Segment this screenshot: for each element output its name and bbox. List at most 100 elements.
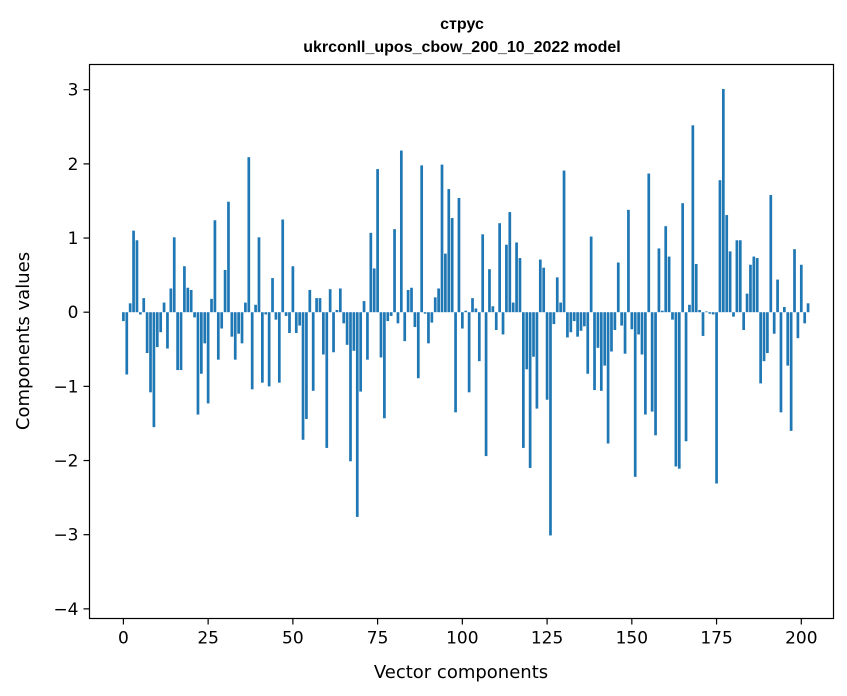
bar-51 [294,312,298,333]
bar-169 [694,264,698,313]
bar-124 [542,267,546,313]
bar-109 [491,306,495,313]
plot-frame [88,63,835,620]
bar-154 [644,312,647,415]
bar-167 [688,304,691,313]
bar-112 [501,312,505,335]
bar-141 [599,312,603,391]
bar-52 [298,312,301,326]
bar-50 [291,266,295,313]
bar-45 [274,312,278,320]
bar-0 [122,312,125,322]
bar-17 [179,312,183,371]
bar-114 [508,212,512,313]
x-tick-label: 150 [616,629,648,649]
bar-78 [386,312,390,322]
bar-8 [149,312,152,393]
bar-113 [505,244,508,313]
bar-34 [237,312,240,334]
bar-103 [471,298,474,313]
bar-134 [576,312,579,337]
bar-79 [389,312,393,316]
bar-194 [779,312,783,413]
bar-43 [267,312,271,387]
bar-170 [698,309,701,313]
bar-156 [650,312,654,412]
bar-33 [233,312,237,360]
x-tick-label: 25 [197,629,219,649]
bar-145 [613,312,617,331]
bar-89 [423,312,427,314]
bar-59 [322,312,325,355]
bar-68 [352,312,356,351]
bar-series [122,88,810,536]
bar-116 [515,242,518,313]
x-tick-label: 175 [700,629,732,649]
bar-57 [315,298,318,313]
x-tick-label: 50 [282,629,304,649]
bar-102 [467,312,471,393]
bar-168 [691,125,695,313]
bar-174 [711,312,715,315]
bar-25 [206,312,210,404]
bar-162 [671,312,674,320]
bar-86 [413,312,417,328]
y-tick-label: −4 [53,600,78,620]
bar-190 [766,312,769,353]
bar-90 [427,312,430,344]
bar-177 [721,88,725,313]
bar-40 [257,237,261,313]
bar-99 [457,197,461,313]
bar-185 [749,264,752,313]
bar-166 [684,312,688,442]
bar-148 [623,312,627,354]
bar-132 [569,312,573,333]
bar-187 [755,258,759,313]
bar-195 [783,307,786,313]
bar-80 [393,229,396,313]
bar-136 [583,312,586,327]
bar-197 [789,312,793,431]
bar-146 [616,262,620,313]
bar-65 [342,312,346,324]
bar-62 [332,312,335,353]
bar-22 [196,312,200,415]
bar-48 [284,312,288,316]
bar-75 [376,169,379,313]
bar-69 [355,312,359,517]
bar-193 [776,279,779,313]
bar-11 [159,312,163,333]
bar-2 [128,303,132,313]
bar-14 [169,288,173,313]
bar-23 [200,312,203,374]
bar-147 [620,312,624,326]
chart-title: струс [440,16,484,33]
x-axis-ticks: 0 25 50 75 100 125 150 175 200 [118,618,818,649]
bar-188 [759,312,762,384]
bar-181 [735,240,739,313]
bar-84 [406,289,410,313]
bar-106 [481,234,485,313]
x-tick-label: 75 [367,629,389,649]
bar-63 [335,309,339,313]
bar-64 [338,288,342,313]
bar-46 [277,312,281,383]
bar-56 [311,312,315,391]
bar-173 [708,312,712,314]
bar-49 [288,312,291,333]
bar-82 [399,150,403,313]
bar-125 [545,312,549,400]
bar-97 [450,218,454,313]
bar-133 [572,312,576,322]
bar-87 [416,312,420,379]
bar-35 [240,312,244,344]
bar-144 [610,312,613,352]
bar-165 [681,203,685,313]
bar-171 [701,312,705,336]
bar-81 [396,312,400,324]
bar-39 [254,304,257,313]
bar-76 [379,312,383,358]
x-tick-label: 0 [118,629,129,649]
x-axis-label: Vector components [374,662,548,683]
